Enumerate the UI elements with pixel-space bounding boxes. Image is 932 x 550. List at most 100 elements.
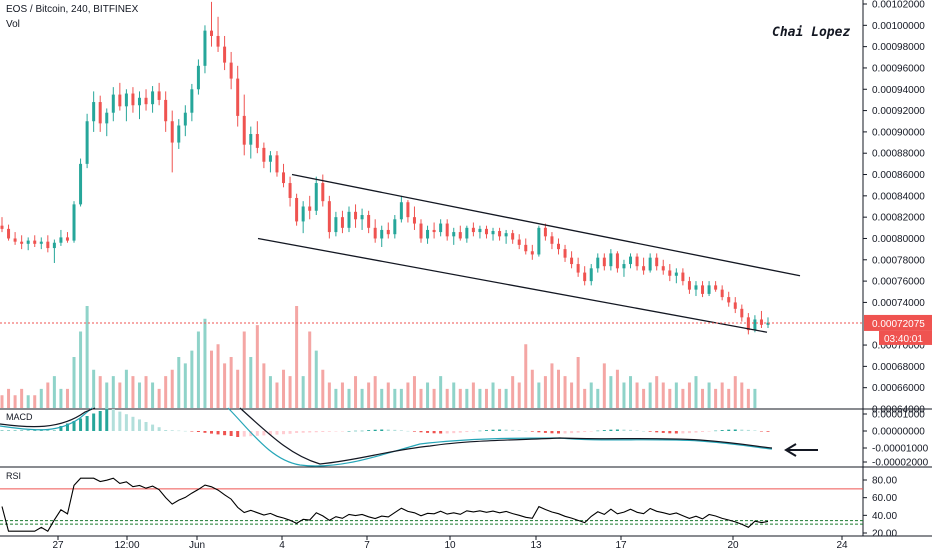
candle-body xyxy=(766,322,770,325)
volume-bar xyxy=(295,306,299,408)
macd-histogram-bar xyxy=(615,429,619,431)
candle-body xyxy=(275,155,279,173)
macd-histogram-bar xyxy=(629,429,633,431)
macd-histogram-bar xyxy=(655,431,659,433)
volume-bar xyxy=(242,331,246,408)
macd-histogram-bar xyxy=(268,431,272,435)
candle-body xyxy=(478,228,482,233)
candle-body xyxy=(701,285,705,294)
macd-histogram-bar xyxy=(321,431,325,432)
price-tick-label: 0.00084000 xyxy=(872,191,925,202)
macd-histogram-bar xyxy=(570,431,574,434)
candle-body xyxy=(144,97,148,105)
macd-histogram-bar xyxy=(124,414,128,431)
candle-body xyxy=(674,272,678,276)
candle-body xyxy=(7,228,11,239)
candle-body xyxy=(550,236,554,244)
candle-body xyxy=(432,229,436,233)
macd-histogram-bar xyxy=(746,429,750,431)
volume-bar xyxy=(432,388,436,408)
macd-histogram-bar xyxy=(419,431,423,433)
candle-body xyxy=(0,225,4,229)
candle-body xyxy=(524,244,528,252)
macd-histogram-bar xyxy=(727,429,731,431)
macd-histogram-bar xyxy=(556,431,560,434)
macd-histogram-bar xyxy=(111,409,115,431)
rsi-tick-label: 60.00 xyxy=(872,493,897,504)
macd-histogram-bar xyxy=(262,431,266,436)
macd-histogram-bar xyxy=(537,431,541,433)
volume-bar xyxy=(504,388,508,408)
candle-body xyxy=(118,94,122,107)
macd-histogram-bar xyxy=(484,430,488,431)
macd-histogram-bar xyxy=(759,431,763,432)
volume-bar xyxy=(203,318,207,408)
macd-histogram-bar xyxy=(301,431,305,433)
volume-bar xyxy=(183,363,187,408)
time-tick-label: 20 xyxy=(727,540,739,550)
candle-body xyxy=(589,268,593,282)
macd-histogram-bar xyxy=(412,431,416,432)
candle-body xyxy=(98,102,102,124)
macd-histogram-bar xyxy=(524,430,528,432)
macd-histogram-bar xyxy=(648,431,652,432)
macd-histogram-bar xyxy=(517,430,521,431)
volume-bar xyxy=(118,382,122,408)
macd-histogram-bar xyxy=(720,430,724,431)
volume-bar xyxy=(576,357,580,408)
candle-body xyxy=(759,319,763,325)
rsi-label: RSI xyxy=(6,471,21,481)
macd-histogram-bar xyxy=(196,431,200,432)
macd-histogram-bar xyxy=(347,431,351,432)
macd-tick-label: -0.00001000 xyxy=(872,444,929,455)
macd-histogram-bar xyxy=(223,431,227,436)
countdown-badge-text: 03:40:01 xyxy=(884,334,923,345)
volume-bar xyxy=(59,388,63,408)
volume-bar xyxy=(131,376,135,408)
volume-bar xyxy=(727,388,731,408)
candle-body xyxy=(151,91,155,105)
volume-bar xyxy=(314,350,318,408)
macd-histogram-bar xyxy=(46,430,50,431)
macd-histogram-bar xyxy=(694,431,698,433)
price-tick-label: 0.00088000 xyxy=(872,149,925,160)
macd-histogram-bar xyxy=(609,429,613,431)
candle-body xyxy=(714,285,718,290)
candle-body xyxy=(340,217,344,228)
volume-bars xyxy=(0,306,757,408)
volume-bar xyxy=(164,376,168,408)
candle-body xyxy=(314,183,318,211)
volume-bar xyxy=(144,376,148,408)
volume-bar xyxy=(98,376,102,408)
time-tick-label: 27 xyxy=(52,540,64,550)
candle-body xyxy=(563,249,567,258)
candle-body xyxy=(596,257,600,269)
volume-bar xyxy=(111,376,115,408)
candle-body xyxy=(537,227,541,255)
volume-bar xyxy=(360,388,364,408)
macd-line xyxy=(0,407,773,465)
candle-body xyxy=(183,112,187,126)
macd-histogram-bar xyxy=(465,431,469,433)
price-tick-label: 0.00070000 xyxy=(872,341,925,352)
volume-bar xyxy=(563,376,567,408)
macd-tick-label: -0.00002000 xyxy=(872,458,929,469)
candle-body xyxy=(681,272,685,282)
candle-body xyxy=(157,91,161,100)
volume-bar xyxy=(419,388,423,408)
candle-body xyxy=(733,302,737,309)
candle-body xyxy=(661,266,665,271)
countdown-badge xyxy=(879,330,932,345)
volume-bar xyxy=(334,388,338,408)
candle-body xyxy=(484,228,488,235)
macd-tick-label: 0.00000000 xyxy=(872,427,925,438)
volume-bar xyxy=(635,382,639,408)
candles xyxy=(0,1,770,335)
macd-histogram-bar xyxy=(137,419,141,431)
candle-body xyxy=(282,172,286,184)
volume-bar xyxy=(46,382,50,408)
candle-body xyxy=(137,97,141,106)
macd-histogram-bar xyxy=(426,431,430,433)
volume-bar xyxy=(72,357,76,408)
